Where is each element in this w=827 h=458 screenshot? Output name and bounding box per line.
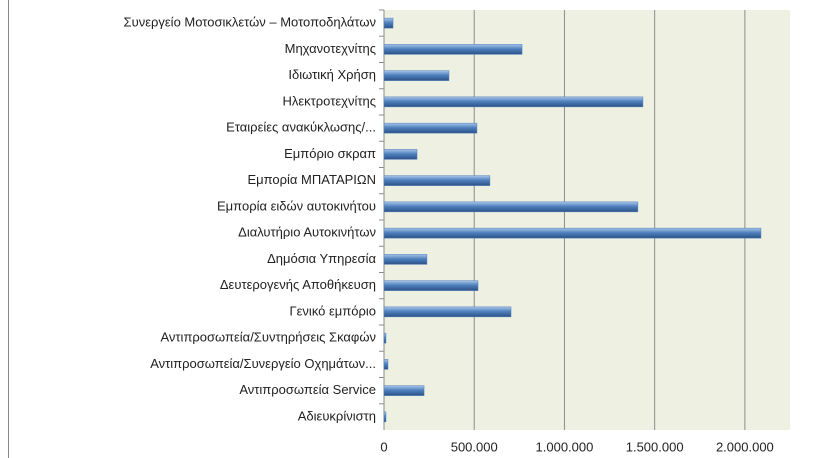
y-tick-label: Δευτερογενής Αποθήκευση — [220, 277, 376, 292]
y-tick-label: Δημόσια Υπηρεσία — [267, 251, 376, 266]
y-tick-label: Αντιπροσωπεία Service — [239, 382, 376, 397]
y-tick-label: Διαλυτήριο Αυτοκινήτων — [238, 225, 376, 240]
y-tick-label: Ηλεκτροτεχνίτης — [282, 93, 376, 108]
y-tick-label: Συνεργείο Μοτοσικλετών – Μοτοποδηλάτων — [124, 15, 376, 30]
y-tick-label: Εταιρείες ανακύκλωσης/... — [226, 120, 376, 135]
bar — [383, 96, 644, 108]
y-tick-label: Εμπόριο σκραπ — [284, 146, 376, 161]
bar — [383, 306, 512, 318]
bar — [383, 385, 425, 396]
x-tick-label: 1.500.000 — [626, 439, 684, 454]
x-tick-label: 500.000 — [451, 439, 498, 454]
bar — [383, 227, 762, 239]
bar — [383, 411, 387, 423]
bar — [383, 254, 428, 265]
x-tick-label: 2.000.000 — [716, 439, 774, 454]
y-tick-label: Εμπορία ειδών αυτοκινήτου — [217, 198, 376, 213]
bar — [383, 332, 387, 344]
y-tick-label: Μηχανοτεχνίτης — [285, 41, 376, 56]
y-tick-label: Εμπορία ΜΠΑΤΑΡΙΩΝ — [247, 172, 376, 187]
y-tick-label: Αντιπροσωπεία/Συνεργείο Οχημάτων... — [150, 356, 376, 371]
x-tick-label: 1.000.000 — [536, 439, 594, 454]
y-tick-label: Γενικό εμπόριο — [289, 303, 376, 318]
y-tick-label: Ιδιωτική Χρήση — [288, 67, 376, 82]
bar — [383, 149, 418, 160]
bar — [383, 70, 450, 81]
y-tick-label: Αδιευκρίνιστη — [298, 408, 376, 423]
bar — [383, 280, 479, 291]
bar — [383, 201, 639, 213]
bar — [383, 44, 523, 55]
bar — [383, 175, 491, 186]
x-tick-label: 0 — [380, 439, 387, 454]
plot-background — [384, 10, 790, 430]
bar — [383, 359, 389, 370]
bar — [383, 17, 394, 29]
bar — [383, 122, 478, 134]
y-tick-label: Αντιπροσωπεία/Συντηρήσεις Σκαφών — [160, 330, 376, 345]
